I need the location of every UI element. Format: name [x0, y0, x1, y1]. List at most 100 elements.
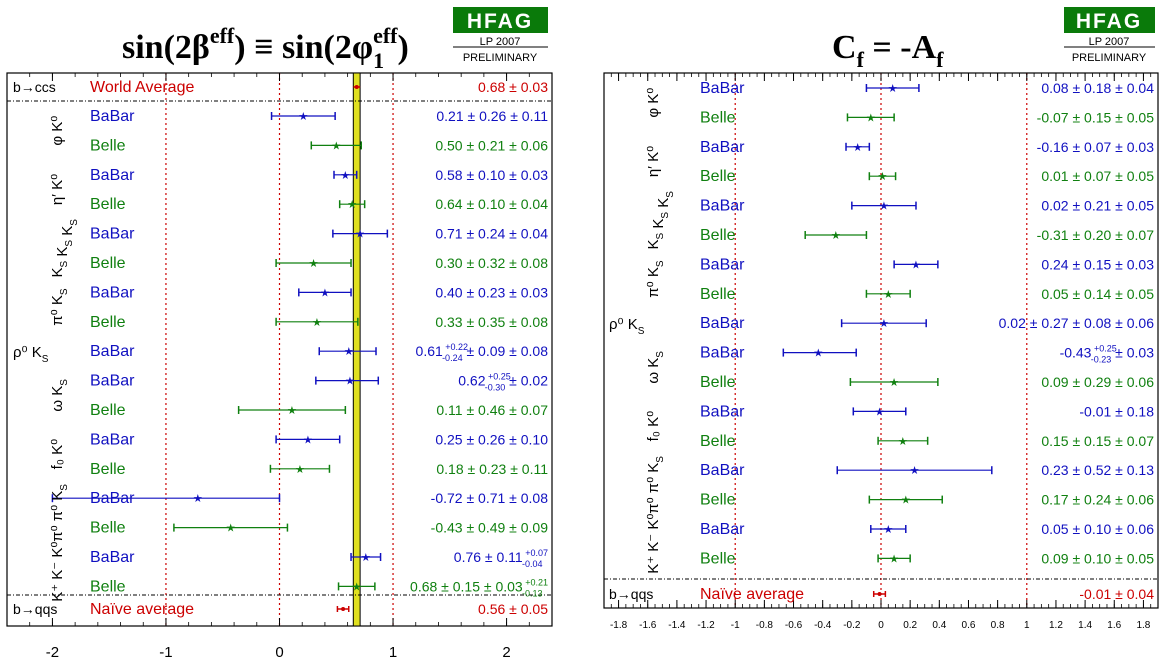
- value-main: 0.02 ± 0.21 ± 0.05: [1041, 198, 1154, 214]
- measurement-value-text: -0.01 ± 0.18: [1079, 403, 1154, 419]
- measurement-row-babar: BaBar ★ -0.01 ± 0.18: [700, 403, 1154, 420]
- mode-part: η′ K⁰: [49, 174, 66, 205]
- measurement-value: 0.68 ± 0.15 ± 0.03 +0.21 -0.13: [410, 577, 548, 598]
- data-point: ★: [361, 552, 371, 564]
- value-main: 0.09 ± 0.10 ± 0.05: [1041, 550, 1154, 566]
- measurement-value-text: 0.58 ± 0.10 ± 0.03: [435, 167, 548, 183]
- x-tick-label: -1: [159, 644, 172, 661]
- data-point: ★: [883, 289, 893, 301]
- measurement-value-text: 0.18 ± 0.23 ± 0.11: [436, 461, 548, 477]
- measurement-row-babar: BaBar ★ 0.24 ± 0.15 ± 0.03: [700, 256, 1154, 273]
- mode-subscript: S: [665, 191, 676, 198]
- experiment-label: Belle: [700, 550, 736, 567]
- measurement-row-belle: Belle ★ 0.09 ± 0.10 ± 0.05: [700, 550, 1154, 567]
- mode-part: K: [49, 267, 66, 277]
- measurement-value: -0.43 +0.25 -0.23 ± 0.03: [1060, 344, 1155, 365]
- measurement-value: 0.01 ± 0.07 ± 0.05: [1041, 168, 1154, 184]
- x-tick-label: -0.6: [785, 620, 803, 631]
- measurement-value-text: 0.33 ± 0.35 ± 0.08: [435, 314, 548, 330]
- section-label-bqqs: b→qqs: [13, 601, 57, 617]
- value-main: 0.64 ± 0.10 ± 0.04: [435, 196, 548, 212]
- measurement-row-babar: BaBar ★ 0.40 ± 0.23 ± 0.03: [90, 284, 548, 301]
- value-err-low: -0.13: [522, 588, 543, 598]
- measurement-value-text: 0.68 ± 0.15 ± 0.03 +0.21 -0.13: [410, 577, 548, 598]
- world-average-label: World Average: [90, 79, 194, 96]
- data-point: ★: [875, 406, 885, 418]
- value-main: 0.58 ± 0.10 ± 0.03: [435, 167, 548, 183]
- measurement-row-belle: Belle ★ 0.18 ± 0.23 ± 0.11: [90, 461, 548, 478]
- data-point: ★: [298, 111, 308, 123]
- mode-subscript: S: [69, 219, 80, 226]
- value-main: 0.05 ± 0.14 ± 0.05: [1041, 286, 1154, 302]
- value-err-high: +0.21: [523, 577, 548, 587]
- data-point: ★: [879, 318, 889, 330]
- measurement-value: -0.07 ± 0.15 ± 0.05: [1037, 109, 1155, 125]
- measurement-row-babar: BaBar ★ 0.25 ± 0.26 ± 0.10: [90, 431, 548, 448]
- value-main: 0.30 ± 0.32 ± 0.08: [435, 255, 548, 271]
- value-err-low: -0.04: [522, 559, 543, 569]
- naive-average-point: [341, 607, 346, 611]
- experiment-label: Belle: [90, 314, 126, 331]
- mode-part: f₀ K⁰: [645, 411, 662, 442]
- mode-subscript: S: [64, 240, 75, 247]
- measurement-row-babar: BaBar ★ 0.08 ± 0.18 ± 0.04: [700, 80, 1154, 97]
- mode-part: ω K: [49, 386, 66, 412]
- value-main: 0.05 ± 0.10 ± 0.06: [1041, 521, 1154, 537]
- value-err-high: +0.25: [485, 372, 510, 382]
- measurement-value: -0.16 ± 0.07 ± 0.03: [1037, 139, 1155, 155]
- measurement-value: 0.05 ± 0.14 ± 0.05: [1041, 286, 1154, 302]
- value-main: 0.25 ± 0.26 ± 0.10: [435, 431, 548, 447]
- experiment-label: Belle: [90, 137, 126, 154]
- x-tick-label: -1.6: [639, 620, 657, 631]
- measurement-value: 0.62 +0.25 -0.30 ± 0.02: [458, 372, 548, 393]
- measurement-value-text: 0.05 ± 0.10 ± 0.06: [1041, 521, 1154, 537]
- x-tick-label: 1: [389, 644, 397, 661]
- data-point: ★: [303, 434, 313, 446]
- measurement-value: 0.21 ± 0.26 ± 0.11: [436, 108, 548, 124]
- mode-part: f₀ K⁰: [49, 439, 66, 470]
- x-tick-label: 0.8: [991, 620, 1005, 631]
- measurement-value-text: -0.72 ± 0.71 ± 0.08: [431, 490, 549, 506]
- mode-label: π⁰ KS: [645, 260, 666, 298]
- svg-text:PRELIMINARY: PRELIMINARY: [1072, 52, 1147, 64]
- measurement-value: 0.24 ± 0.15 ± 0.03: [1041, 256, 1154, 272]
- experiment-label: Belle: [700, 433, 736, 450]
- value-main: -0.31 ± 0.20 ± 0.07: [1037, 227, 1155, 243]
- experiment-label: BaBar: [90, 284, 135, 301]
- x-tick-label: 0.2: [903, 620, 917, 631]
- measurement-row-belle: Belle ★ -0.07 ± 0.15 ± 0.05: [700, 109, 1154, 126]
- experiment-label: BaBar: [700, 315, 745, 332]
- data-point: ★: [295, 464, 305, 476]
- measurement-row-belle: Belle ★ 0.11 ± 0.46 ± 0.07: [90, 402, 548, 419]
- measurement-value: 0.17 ± 0.24 ± 0.06: [1041, 492, 1154, 508]
- svg-text:HFAG: HFAG: [467, 10, 533, 33]
- mode-part: K⁺ K⁻ K⁰: [49, 542, 66, 602]
- experiment-label: Belle: [90, 255, 126, 272]
- naive-average-label: Naïve average: [90, 601, 194, 618]
- data-point: ★: [226, 523, 236, 535]
- data-point: ★: [889, 377, 899, 389]
- naive-average-point: [877, 592, 882, 596]
- experiment-label: Belle: [90, 402, 126, 419]
- mode-label: K⁺ K⁻ K⁰: [49, 542, 66, 602]
- data-point: ★: [883, 524, 893, 536]
- right-chart-title: Cf = -Af: [832, 29, 944, 72]
- mode-subscript: S: [655, 456, 666, 463]
- right-chart: -1.8 -1.6 -1.4 -1.2 -1 -0.8 -0.6 -0.4 -0.2 0 0.2 0.…: [603, 72, 1159, 631]
- mode-part: K: [54, 247, 71, 261]
- measurement-value-text: -0.43 +0.25 -0.23 ± 0.03: [1060, 344, 1155, 365]
- x-axis: -2 -1 0 1 2: [29, 73, 553, 661]
- value-err-low: -0.24: [442, 353, 463, 363]
- data-point: ★: [309, 258, 319, 270]
- measurement-value-text: 0.40 ± 0.23 ± 0.03: [435, 284, 548, 300]
- naive-average-value: 0.56 ± 0.05: [478, 601, 548, 617]
- x-tick-label: -1.4: [668, 620, 686, 631]
- mode-part: φ K⁰: [49, 116, 66, 146]
- experiment-label: BaBar: [700, 198, 745, 215]
- measurement-value: 0.40 ± 0.23 ± 0.03: [435, 284, 548, 300]
- mode-part: K⁺ K⁻ K⁰: [645, 514, 662, 574]
- data-point: ★: [287, 405, 297, 417]
- value-main: 0.08 ± 0.18 ± 0.04: [1041, 80, 1154, 96]
- measurement-value: -0.01 ± 0.18: [1079, 403, 1154, 419]
- measurement-value: 0.11 ± 0.46 ± 0.07: [436, 402, 548, 418]
